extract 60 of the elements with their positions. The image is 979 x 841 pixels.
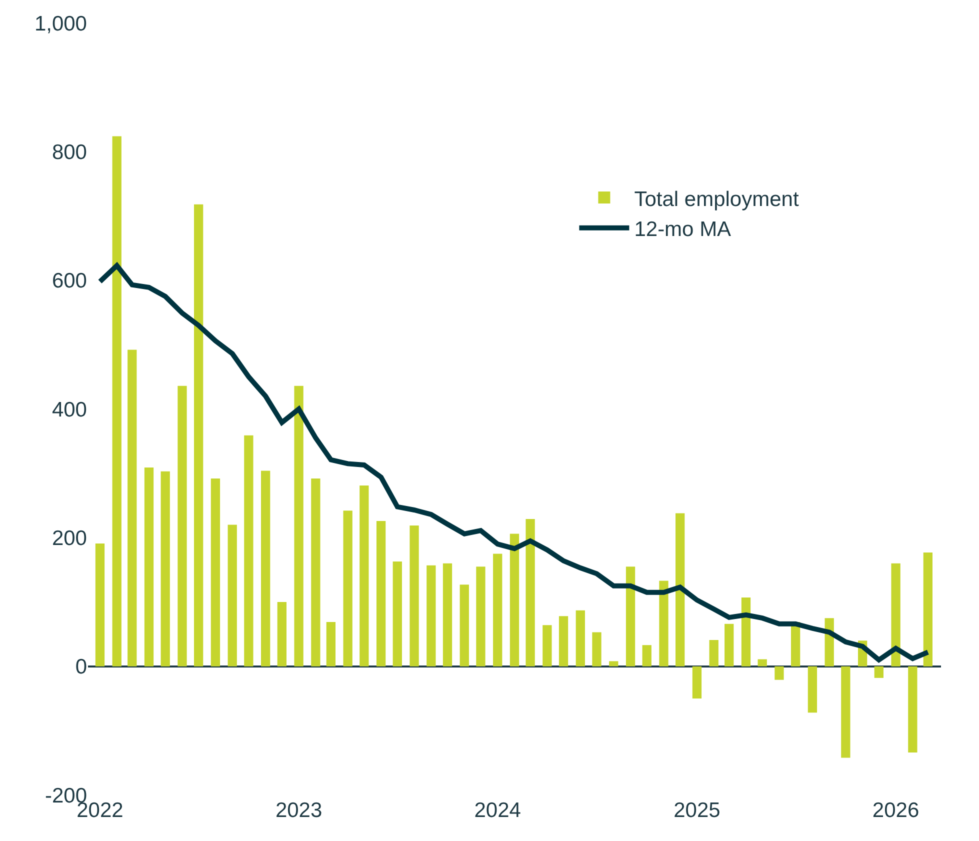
bar (758, 659, 767, 666)
bar (210, 478, 220, 666)
bar (526, 519, 535, 666)
bar (542, 625, 552, 666)
y-tick-label: 400 (52, 398, 87, 422)
y-tick-label: 0 (75, 656, 87, 679)
bar (692, 666, 702, 698)
bar (294, 386, 304, 666)
bar (741, 598, 751, 666)
bar (626, 566, 636, 666)
bar (277, 602, 286, 666)
bar (144, 468, 154, 666)
x-tick-label: 2023 (275, 799, 322, 822)
bar (891, 563, 900, 666)
bar (343, 510, 352, 666)
bar (410, 525, 419, 666)
bar (376, 520, 386, 666)
bar (642, 645, 652, 666)
bar (808, 666, 818, 713)
bar (194, 204, 204, 666)
bar (160, 471, 170, 666)
bar (493, 554, 502, 666)
bar (460, 584, 469, 666)
bar (476, 566, 486, 666)
bar (659, 580, 668, 666)
bar (228, 524, 237, 666)
bar (128, 350, 137, 666)
x-tick-label: 2026 (872, 799, 920, 822)
y-tick-label: 600 (52, 270, 87, 293)
bar (311, 478, 320, 666)
y-tick-label: 800 (52, 141, 87, 164)
bar (95, 543, 105, 666)
legend-label: 12-mo MA (634, 218, 732, 242)
bar (426, 565, 436, 666)
bar (360, 486, 369, 666)
y-tick-label: 200 (52, 527, 87, 550)
legend-label: Total employment (634, 188, 799, 211)
x-tick-label: 2025 (674, 799, 720, 822)
bar (908, 666, 918, 753)
bar (576, 610, 585, 666)
bar (244, 435, 254, 666)
x-tick-label: 2024 (474, 799, 522, 822)
bar (609, 661, 618, 666)
bar (442, 563, 452, 666)
bar (592, 632, 602, 666)
y-tick-label: 1,000 (34, 12, 87, 36)
bar (709, 640, 718, 666)
bar (326, 622, 336, 666)
bar (923, 552, 932, 666)
bar (261, 470, 270, 666)
bar (392, 561, 402, 666)
bar (558, 616, 568, 666)
bar (774, 666, 784, 680)
bar (874, 666, 884, 678)
bar (841, 666, 850, 758)
bar (178, 386, 187, 666)
bar (112, 136, 122, 666)
bar (510, 534, 520, 666)
bar (724, 624, 734, 666)
bar (676, 513, 685, 666)
